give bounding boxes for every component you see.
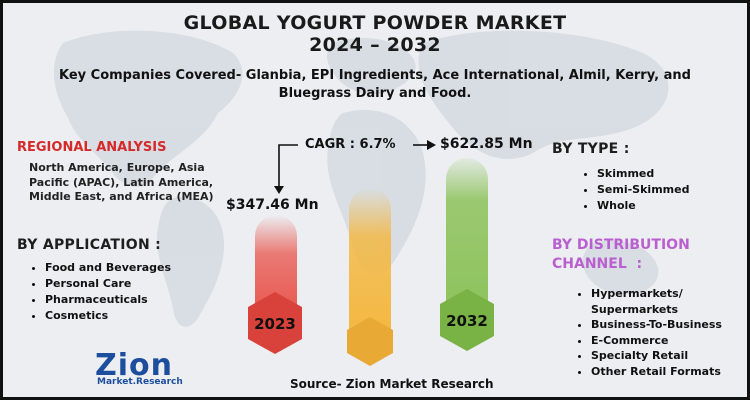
year-2023-label: 2023 bbox=[254, 315, 296, 333]
list-item: Whole bbox=[597, 198, 689, 214]
regional-analysis-text: North America, Europe, Asia Pacific (APA… bbox=[29, 161, 214, 203]
growth-graphic: 2023 2032 bbox=[248, 140, 494, 366]
bar-2032 bbox=[446, 158, 488, 326]
list-item: Skimmed bbox=[597, 166, 689, 182]
list-item: E-Commerce bbox=[591, 333, 747, 349]
hexagon-middle bbox=[347, 317, 393, 366]
list-item: Business-To-Business bbox=[591, 317, 747, 333]
list-item: Food and Beverages bbox=[45, 260, 171, 276]
list-item: Specialty Retail bbox=[591, 348, 747, 364]
type-list: Skimmed Semi-Skimmed Whole bbox=[581, 166, 689, 214]
source-text: Source- Zion Market Research bbox=[290, 377, 494, 391]
value-2023: $347.46 Mn bbox=[226, 197, 319, 213]
list-item: Personal Care bbox=[45, 276, 171, 292]
world-map-background bbox=[53, 30, 669, 327]
zion-logo: Zion Market.Research bbox=[95, 348, 183, 387]
hexagon-2023 bbox=[248, 292, 302, 354]
list-item: Semi-Skimmed bbox=[597, 182, 689, 198]
title-line-2: 2024 – 2032 bbox=[309, 34, 441, 56]
hexagon-2032 bbox=[440, 289, 494, 351]
down-arrow-icon bbox=[274, 144, 298, 194]
logo-subtitle: Market.Research bbox=[97, 377, 183, 387]
list-item: Cosmetics bbox=[45, 308, 171, 324]
regional-analysis-heading: REGIONAL ANALYSIS bbox=[17, 140, 167, 155]
distribution-heading-line-1: BY DISTRIBUTION bbox=[552, 237, 690, 253]
cagr-value: CAGR : 6.7% bbox=[305, 137, 396, 152]
list-item: Hypermarkets/ Supermarkets bbox=[591, 286, 747, 317]
by-application-heading: BY APPLICATION : bbox=[17, 237, 162, 253]
bar-middle bbox=[349, 188, 391, 348]
list-item: Other Retail Formats bbox=[591, 364, 747, 380]
key-companies-text: Key Companies Covered- Glanbia, EPI Ingr… bbox=[59, 68, 691, 101]
distribution-list: Hypermarkets/ Supermarkets Business-To-B… bbox=[575, 286, 747, 380]
title-line-1: GLOBAL YOGURT POWDER MARKET bbox=[183, 12, 567, 34]
logo-wordmark: Zion bbox=[95, 348, 174, 383]
distribution-heading-line-2: CHANNEL : bbox=[552, 256, 643, 272]
value-2032: $622.85 Mn bbox=[440, 136, 533, 152]
list-item: Pharmaceuticals bbox=[45, 292, 171, 308]
application-list: Food and Beverages Personal Care Pharmac… bbox=[29, 260, 171, 324]
by-type-heading: BY TYPE : bbox=[552, 141, 630, 157]
right-arrow-icon bbox=[413, 140, 436, 150]
year-2032-label: 2032 bbox=[446, 312, 488, 330]
